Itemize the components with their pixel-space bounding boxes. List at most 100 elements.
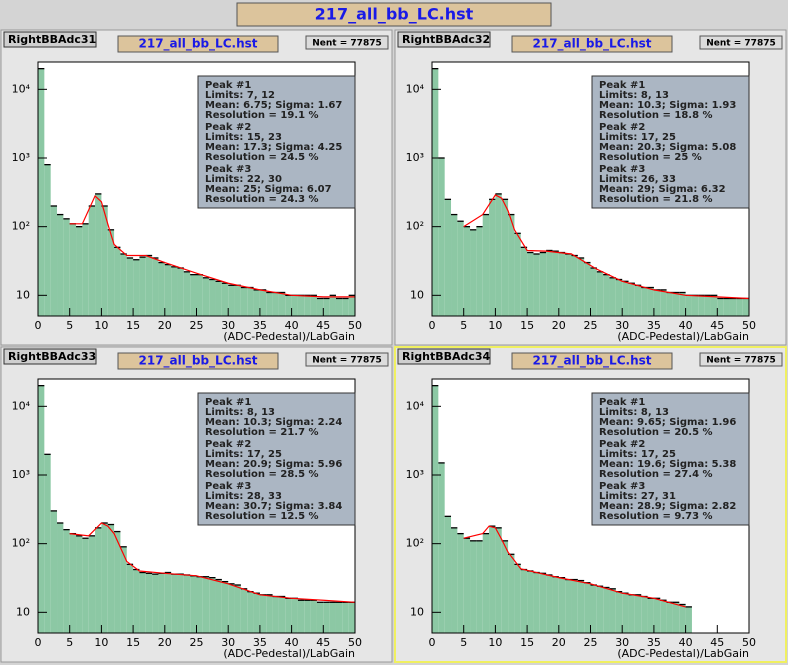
x-tick-label: 25 <box>190 636 204 649</box>
histogram-bar <box>729 298 737 316</box>
x-tick-label: 35 <box>647 636 661 649</box>
histogram-bar <box>139 572 146 633</box>
histogram-bar <box>316 602 324 633</box>
x-tick-label: 5 <box>460 319 467 332</box>
histogram-bar <box>470 229 477 316</box>
histogram-bar <box>82 223 89 316</box>
histogram-bar <box>202 277 210 316</box>
fit-result-line: Peak #1 <box>599 397 645 408</box>
title: 217_all_bb_LC.hst <box>139 354 258 369</box>
histogram-bar <box>628 283 635 316</box>
histogram-bar <box>120 253 127 316</box>
histogram-bar <box>565 253 572 316</box>
histogram-bar <box>634 285 642 316</box>
histogram-bar <box>88 535 96 633</box>
title-box <box>511 352 673 370</box>
fit-result-line: Mean: 29; Sigma: 6.32 <box>599 184 726 195</box>
histogram-bar <box>539 573 547 633</box>
histogram-bar <box>228 583 235 633</box>
x-axis-label: (ADC-Pedestal)/LabGain <box>617 647 749 660</box>
y-tick-label: 10⁴ <box>406 399 425 412</box>
histogram-bar <box>285 295 292 316</box>
histogram-bar <box>342 298 349 316</box>
histogram-bar <box>342 602 349 633</box>
histogram-bar <box>190 575 197 633</box>
x-tick-label: 0 <box>35 319 42 332</box>
pad-name-box <box>3 31 97 48</box>
histogram-bar <box>717 298 724 316</box>
histogram-bar <box>609 277 616 316</box>
x-tick-label: 45 <box>316 319 330 332</box>
histogram-bar <box>209 279 216 316</box>
histogram-bar <box>44 164 51 316</box>
histogram-bar <box>533 572 540 633</box>
x-tick-label: 50 <box>348 319 362 332</box>
fit-result-line: Peak #2 <box>205 122 251 133</box>
x-tick-label: 10 <box>94 636 108 649</box>
histogram-bar <box>514 564 521 633</box>
histogram-bar <box>57 522 64 633</box>
fit-result-line: Peak #3 <box>599 481 645 492</box>
x-tick-label: 10 <box>488 636 502 649</box>
histogram-bar <box>272 596 279 633</box>
pad-name: RightBBAdc32 <box>402 33 490 46</box>
x-tick-label: 25 <box>584 319 598 332</box>
x-tick-label: 40 <box>679 636 693 649</box>
y-tick-label: 10 <box>410 288 424 301</box>
histogram-bar <box>259 594 267 633</box>
stats: Nent = 77875 <box>312 356 381 366</box>
histogram-bar <box>546 574 553 633</box>
y-tick-label: 10⁴ <box>406 82 425 95</box>
histogram-bar <box>527 570 534 633</box>
histogram-bar <box>672 602 680 633</box>
histogram-bar <box>552 576 559 633</box>
histogram-bar <box>297 600 305 633</box>
fit-result-line: Mean: 10.3; Sigma: 2.24 <box>205 417 342 428</box>
histogram-bar <box>514 233 521 316</box>
histogram-bar <box>457 533 464 633</box>
x-axis-label: (ADC-Pedestal)/LabGain <box>223 330 355 343</box>
y-tick-label: 10² <box>406 220 424 233</box>
histogram-bar <box>539 252 547 316</box>
histogram-bar <box>145 255 153 316</box>
histogram-bar <box>126 564 134 633</box>
histogram-bar <box>38 385 45 633</box>
fit-result-line: Resolution = 9.73 % <box>599 511 713 522</box>
x-tick-label: 15 <box>520 636 534 649</box>
histogram-bar <box>527 252 534 316</box>
x-tick-label: 50 <box>348 636 362 649</box>
histogram-bar <box>634 594 642 633</box>
histogram-bar <box>603 587 610 633</box>
histogram-bar <box>247 287 254 316</box>
histogram-bar <box>552 251 559 316</box>
x-tick-label: 10 <box>94 319 108 332</box>
histogram-bar <box>126 257 134 316</box>
histogram-bar <box>304 600 311 633</box>
fit-result-line: Mean: 20.3; Sigma: 5.08 <box>599 142 736 153</box>
y-tick-label: 10 <box>16 605 30 618</box>
histogram-bar <box>482 533 490 633</box>
fit-result-line: Resolution = 24.5 % <box>205 152 319 163</box>
histogram-bar <box>164 572 172 633</box>
fit-result-line: Mean: 9.65; Sigma: 1.96 <box>599 417 736 428</box>
x-tick-label: 45 <box>710 319 724 332</box>
fit-result-line: Resolution = 19.1 % <box>205 110 319 121</box>
y-tick-label: 10² <box>406 537 424 550</box>
histogram-bar <box>202 576 210 633</box>
histogram-bar <box>653 598 661 633</box>
histogram-bar <box>133 569 140 633</box>
histogram-bar <box>742 298 749 316</box>
histogram-bar <box>660 600 667 633</box>
histogram-bar <box>158 573 165 633</box>
x-tick-label: 5 <box>460 636 467 649</box>
histogram-bar <box>323 298 330 316</box>
x-tick-label: 10 <box>488 319 502 332</box>
histogram-bar <box>316 298 324 316</box>
histogram-bar <box>444 199 452 316</box>
histogram-bar <box>234 285 241 316</box>
fit-result-line: Mean: 20.9; Sigma: 5.96 <box>205 459 342 470</box>
histogram-bar <box>679 604 686 633</box>
histogram-bar <box>463 538 471 633</box>
stats-box <box>699 352 783 367</box>
x-tick-label: 35 <box>253 319 267 332</box>
